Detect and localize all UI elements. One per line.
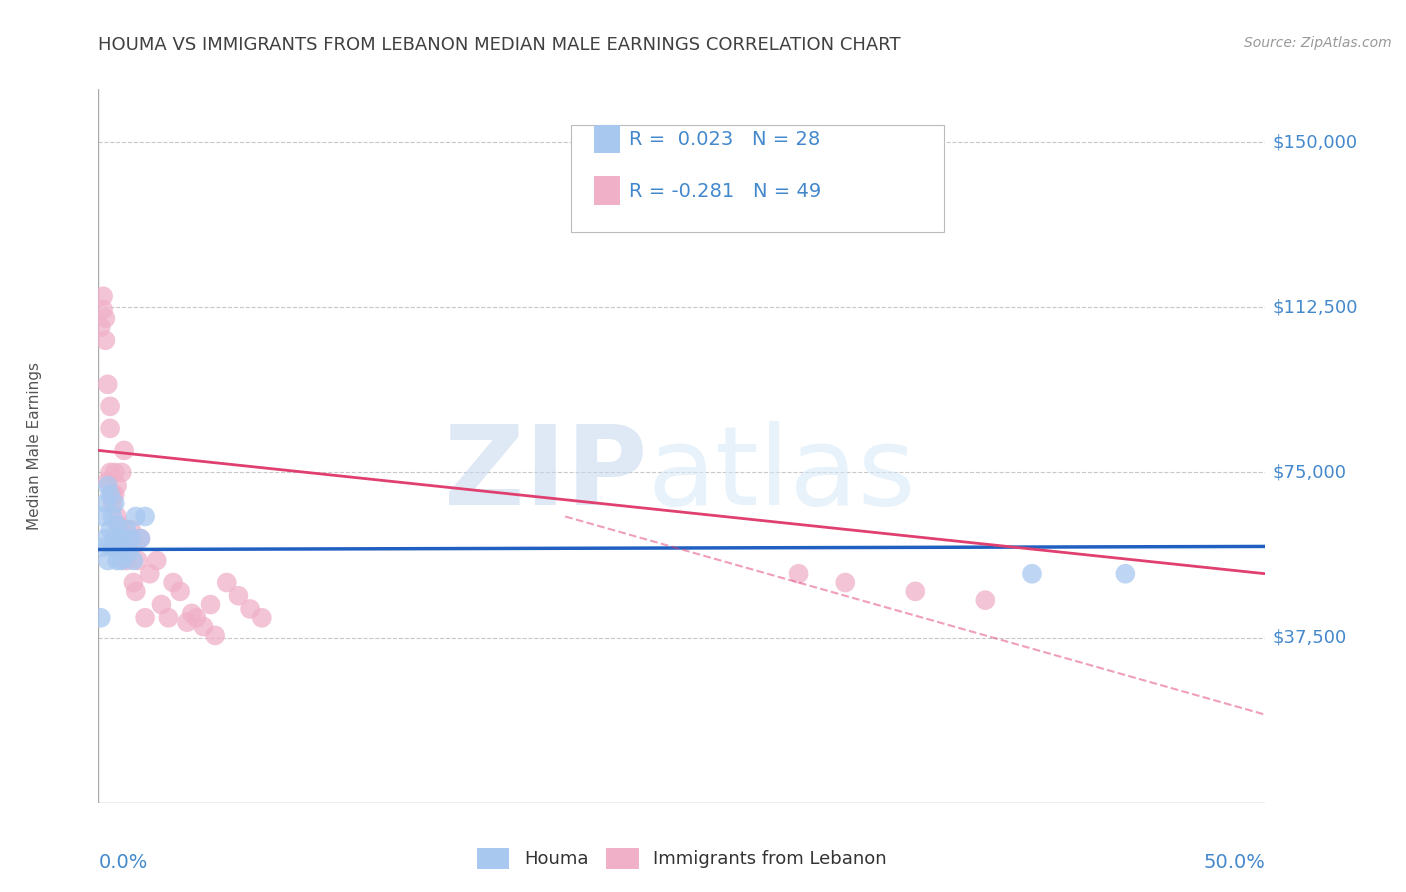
Point <box>118 545 141 559</box>
Point <box>108 541 131 555</box>
Point <box>974 593 997 607</box>
Point <box>105 509 128 524</box>
Point <box>1114 566 1136 581</box>
Point <box>122 553 145 567</box>
Point <box>108 518 131 533</box>
Point <box>134 611 156 625</box>
FancyBboxPatch shape <box>571 125 945 232</box>
Point <box>90 320 112 334</box>
Point <box>97 377 120 392</box>
Point <box>204 628 226 642</box>
Point <box>94 311 117 326</box>
Point <box>239 602 262 616</box>
Point <box>200 598 222 612</box>
Point <box>105 478 128 492</box>
Legend: Houma, Immigrants from Lebanon: Houma, Immigrants from Lebanon <box>470 840 894 876</box>
Point <box>111 466 134 480</box>
Point <box>104 466 127 480</box>
Text: HOUMA VS IMMIGRANTS FROM LEBANON MEDIAN MALE EARNINGS CORRELATION CHART: HOUMA VS IMMIGRANTS FROM LEBANON MEDIAN … <box>98 36 901 54</box>
Point <box>112 443 135 458</box>
Point <box>108 541 131 555</box>
Point <box>122 575 145 590</box>
Point <box>162 575 184 590</box>
Point <box>98 487 121 501</box>
Point <box>139 566 162 581</box>
Text: $37,500: $37,500 <box>1272 629 1347 647</box>
Text: Source: ZipAtlas.com: Source: ZipAtlas.com <box>1244 36 1392 50</box>
Point <box>134 509 156 524</box>
Text: $150,000: $150,000 <box>1272 133 1358 151</box>
Point <box>127 553 149 567</box>
Point <box>98 421 121 435</box>
Point <box>186 611 208 625</box>
Point <box>111 553 134 567</box>
Point <box>91 541 114 555</box>
Point <box>146 553 169 567</box>
Point <box>193 619 215 633</box>
Point <box>105 553 128 567</box>
Text: R = -0.281   N = 49: R = -0.281 N = 49 <box>630 182 821 201</box>
Point <box>94 496 117 510</box>
Text: ZIP: ZIP <box>443 421 647 528</box>
Point <box>90 611 112 625</box>
Point <box>834 575 856 590</box>
Point <box>111 532 134 546</box>
Point <box>120 523 142 537</box>
Point <box>104 496 127 510</box>
Point <box>115 553 138 567</box>
Point <box>105 518 128 533</box>
Point <box>1021 566 1043 581</box>
Point <box>904 584 927 599</box>
Text: 0.0%: 0.0% <box>98 853 148 871</box>
Bar <box>595 125 620 153</box>
Point <box>101 509 124 524</box>
Point <box>129 532 152 546</box>
Point <box>97 478 120 492</box>
Point <box>91 289 114 303</box>
Point <box>115 523 138 537</box>
Point <box>120 532 142 546</box>
Point <box>150 598 173 612</box>
Bar <box>595 177 620 205</box>
Text: $75,000: $75,000 <box>1272 464 1347 482</box>
Point <box>125 509 148 524</box>
Point <box>104 487 127 501</box>
Point <box>118 541 141 555</box>
Point <box>250 611 273 625</box>
Text: 50.0%: 50.0% <box>1204 853 1265 871</box>
Point <box>98 523 121 537</box>
Point <box>112 541 135 555</box>
Point <box>157 611 180 625</box>
Point <box>125 584 148 599</box>
Point <box>169 584 191 599</box>
Text: atlas: atlas <box>647 421 915 528</box>
Point <box>91 509 114 524</box>
Point <box>111 532 134 546</box>
Point <box>101 541 124 555</box>
Point <box>97 475 120 489</box>
Text: $112,500: $112,500 <box>1272 298 1358 317</box>
Point <box>228 589 250 603</box>
Point <box>176 615 198 630</box>
Text: Median Male Earnings: Median Male Earnings <box>27 362 42 530</box>
Point <box>129 532 152 546</box>
Point <box>94 532 117 546</box>
Point <box>101 487 124 501</box>
Text: R =  0.023   N = 28: R = 0.023 N = 28 <box>630 129 821 149</box>
Point <box>91 302 114 317</box>
Point <box>98 400 121 414</box>
Point <box>104 532 127 546</box>
Point <box>97 553 120 567</box>
Point <box>98 466 121 480</box>
Point <box>94 333 117 347</box>
Point <box>787 566 810 581</box>
Point <box>215 575 238 590</box>
Point <box>101 496 124 510</box>
Point <box>180 607 202 621</box>
